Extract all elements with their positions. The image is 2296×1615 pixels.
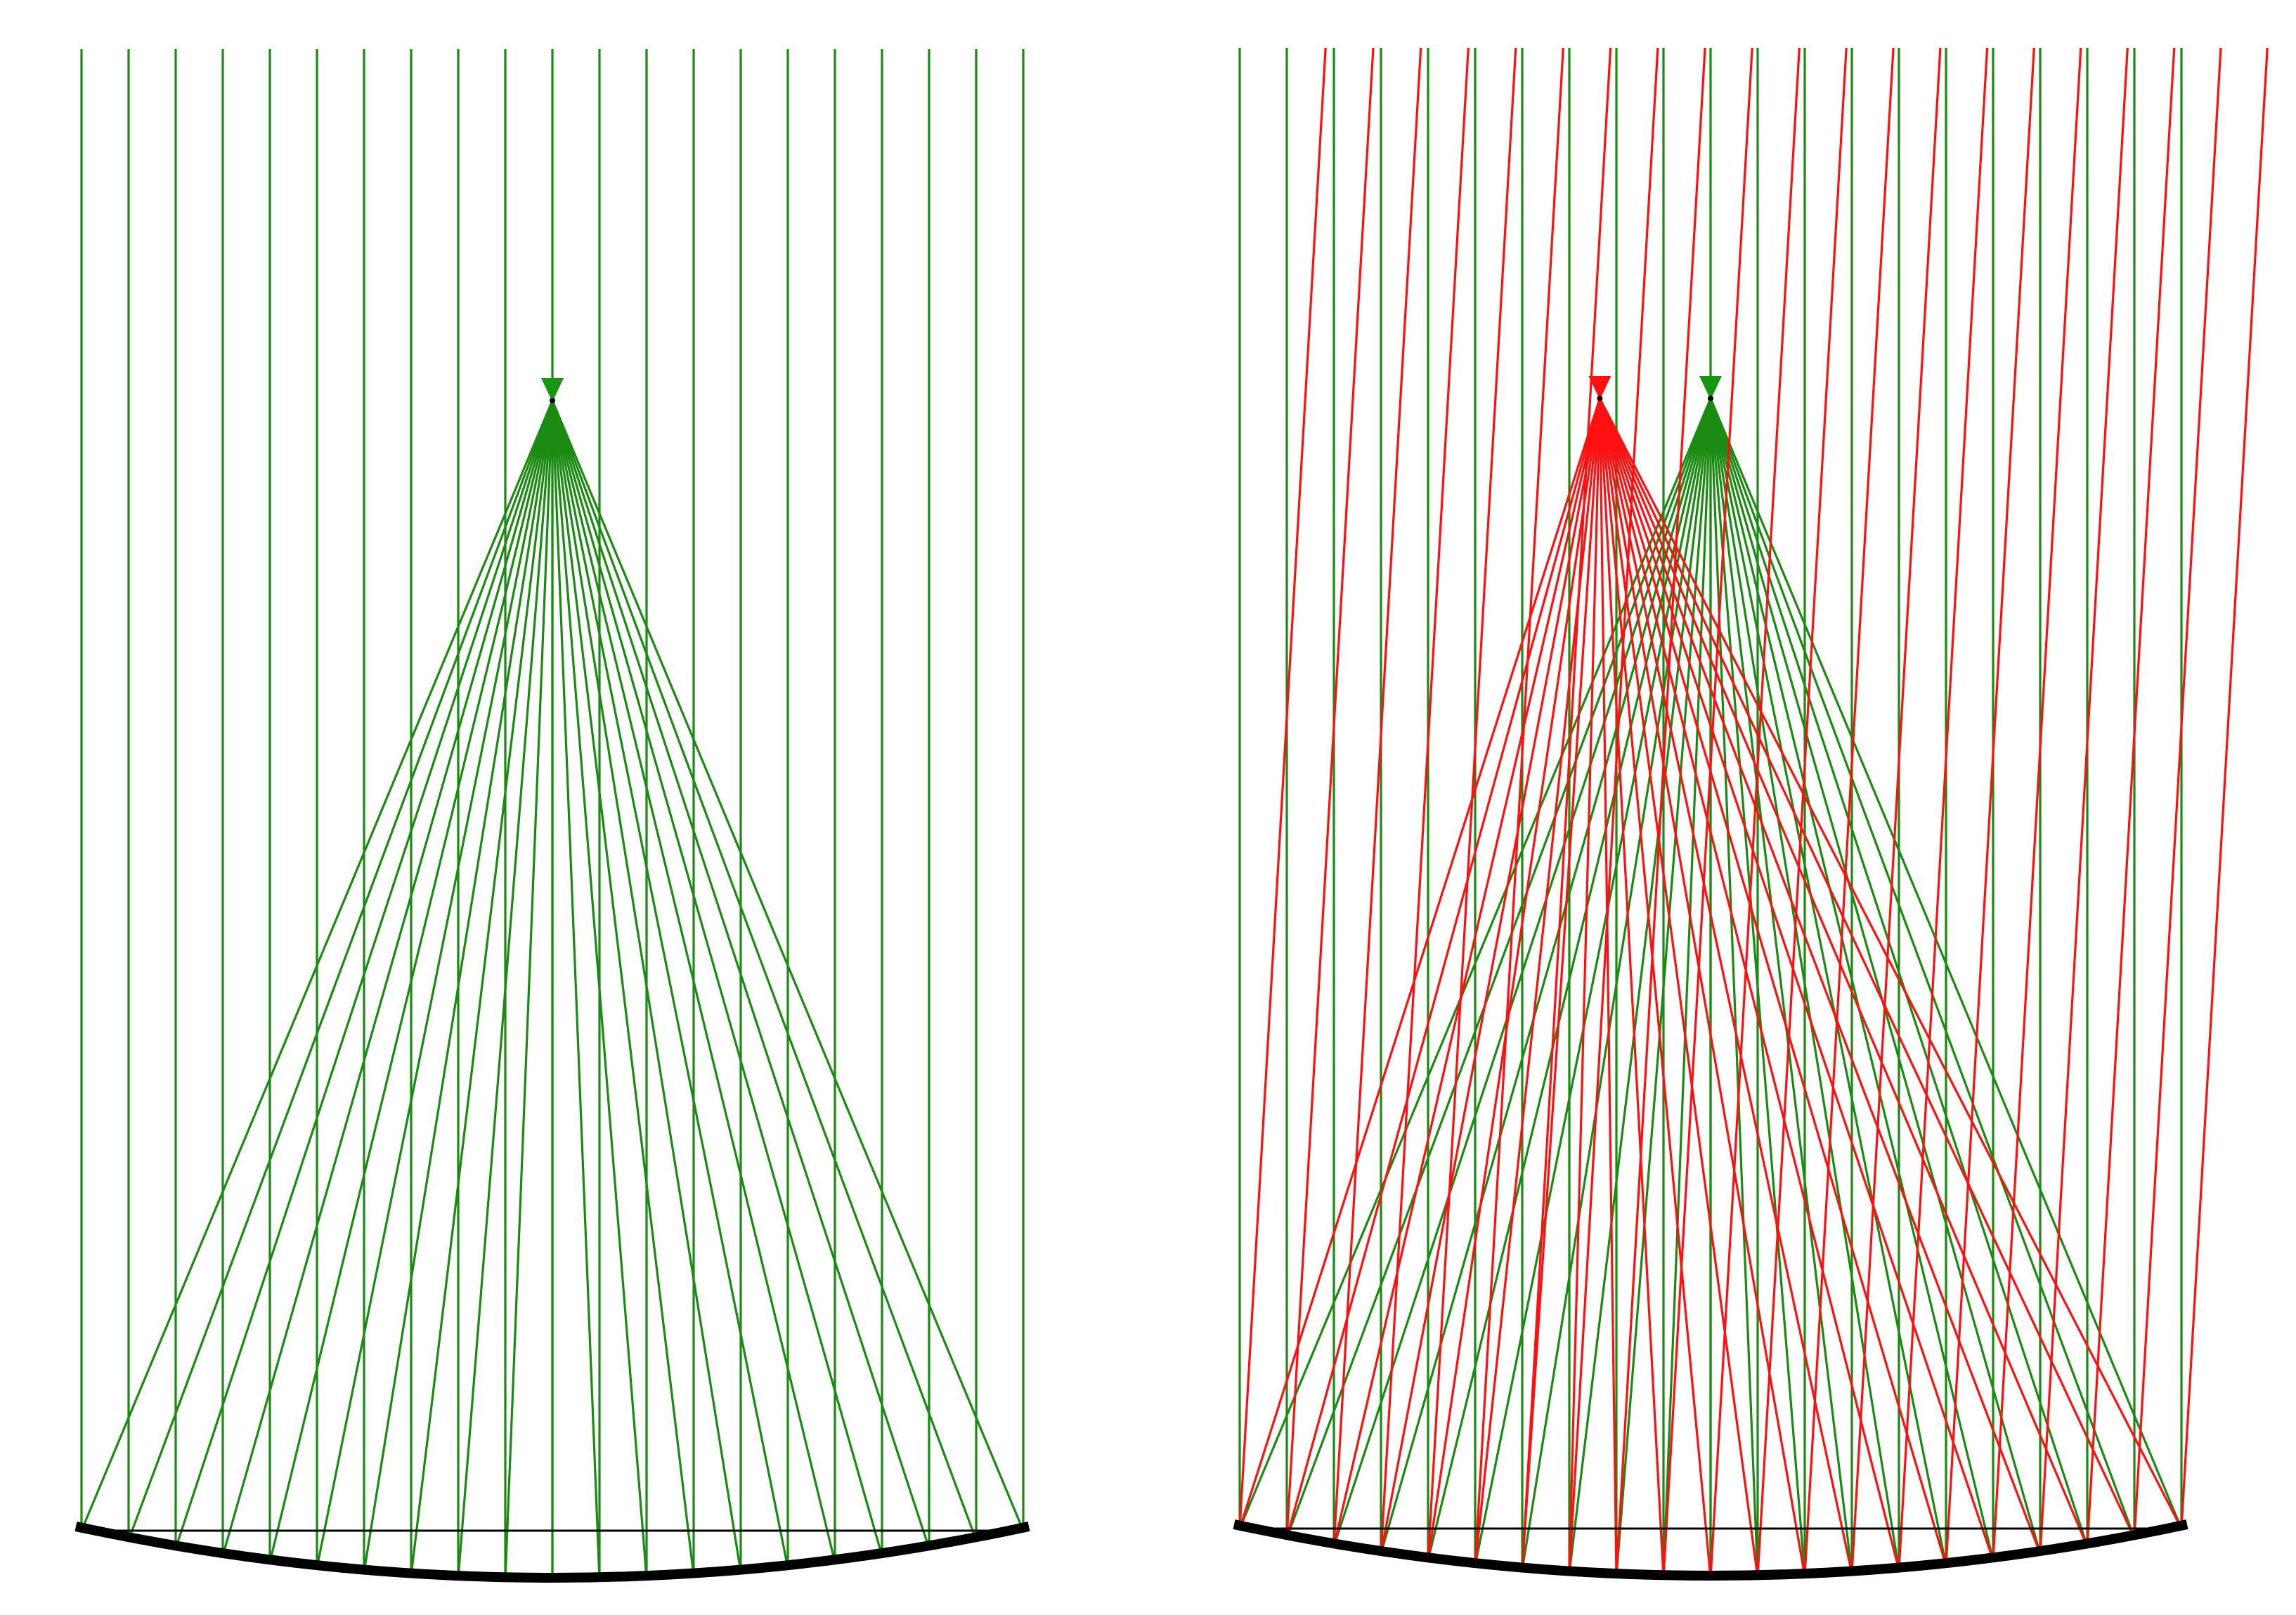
reflected-ray <box>1709 398 2042 1555</box>
reflected-ray <box>1598 398 2089 1547</box>
reflected-ray <box>1709 398 2183 1529</box>
reflected-ray <box>1709 398 1806 1576</box>
panel-off-axis <box>1233 47 2269 1581</box>
incoming-ray <box>1709 47 1801 1578</box>
reflected-ray <box>1474 398 1712 1566</box>
on-axis-rays <box>1238 48 2183 1578</box>
parabolic-mirror <box>74 1522 1030 1583</box>
reflected-ray <box>1285 398 1712 1538</box>
off-axis-rays <box>1238 47 2269 1578</box>
reflected-ray <box>1598 398 1665 1578</box>
incoming-ray <box>1803 47 1895 1576</box>
incoming-ray <box>1332 47 1422 1547</box>
incoming-ray <box>1380 47 1470 1554</box>
reflected-ray <box>1598 398 2136 1538</box>
incoming-ray <box>2086 47 2176 1547</box>
incoming-ray <box>1521 47 1612 1570</box>
on-axis-rays <box>80 49 1025 1580</box>
reflected-ray <box>504 400 554 1580</box>
reflected-ray <box>1709 398 2089 1547</box>
reflected-ray <box>1285 398 1601 1538</box>
focus-point <box>1708 396 1713 401</box>
reflected-ray <box>1568 398 1712 1574</box>
reflected-ray <box>1709 398 1853 1574</box>
incoming-ray <box>1238 47 1327 1529</box>
incoming-ray <box>2039 47 2129 1554</box>
incoming-ray <box>2133 47 2222 1538</box>
reflected-ray <box>127 400 554 1541</box>
reflected-ray <box>551 400 648 1578</box>
incoming-ray <box>1850 47 1942 1574</box>
incoming-ray <box>1756 47 1848 1578</box>
reflected-ray <box>1662 398 1712 1578</box>
reflected-ray <box>551 400 742 1573</box>
reflected-ray <box>1598 398 2042 1555</box>
reflected-ray <box>551 400 1025 1531</box>
reflected-ray <box>1521 398 1601 1570</box>
incoming-ray <box>1474 47 1564 1566</box>
incoming-ray <box>1615 47 1706 1576</box>
incoming-ray <box>2180 47 2269 1529</box>
reflected-ray <box>1709 398 1947 1566</box>
focus-point <box>550 398 555 403</box>
reflected-ray <box>1709 398 1900 1571</box>
reflected-ray <box>1709 398 1759 1578</box>
incoming-ray <box>1992 47 2082 1560</box>
reflected-ray <box>551 400 836 1563</box>
focus-marker <box>541 378 564 402</box>
reflected-ray <box>1238 398 1601 1529</box>
reflected-ray <box>551 400 978 1541</box>
incoming-ray <box>1898 47 1989 1570</box>
incoming-ray <box>1285 47 1375 1538</box>
reflected-ray <box>1598 398 1759 1578</box>
focus-marker <box>1699 376 1722 400</box>
reflected-ray <box>1598 398 1712 1578</box>
reflected-ray <box>410 400 554 1576</box>
reflected-ray <box>1598 398 1853 1574</box>
focus-marker <box>1588 376 1611 400</box>
incoming-ray <box>1568 47 1659 1574</box>
reflected-ray <box>1380 398 1601 1554</box>
reflected-ray <box>1427 398 1601 1561</box>
reflected-ray <box>1568 398 1601 1574</box>
reflected-ray <box>316 400 554 1568</box>
parabolic-mirror <box>1233 1519 2188 1581</box>
reflected-ray <box>1598 398 1947 1566</box>
reflected-ray <box>551 400 601 1580</box>
reflected-ray <box>551 400 789 1568</box>
incoming-ray <box>1427 47 1517 1560</box>
incoming-ray <box>1662 47 1753 1578</box>
reflected-ray <box>221 400 554 1557</box>
reflected-ray <box>1598 398 2183 1529</box>
reflected-ray <box>1709 398 1995 1561</box>
reflected-ray <box>551 400 930 1549</box>
incoming-ray <box>1945 47 2035 1566</box>
reflected-ray <box>1380 398 1712 1555</box>
reflected-ray <box>1598 398 1995 1561</box>
reflected-ray <box>1332 398 1601 1547</box>
reflected-ray <box>1598 398 1618 1576</box>
reflected-ray <box>1598 398 1806 1576</box>
panel-on-axis <box>74 49 1030 1583</box>
reflected-ray <box>551 400 695 1576</box>
reflected-ray <box>1709 398 2136 1538</box>
focus-point <box>1597 396 1603 401</box>
reflected-ray <box>1598 398 1900 1571</box>
reflected-ray <box>551 400 883 1557</box>
